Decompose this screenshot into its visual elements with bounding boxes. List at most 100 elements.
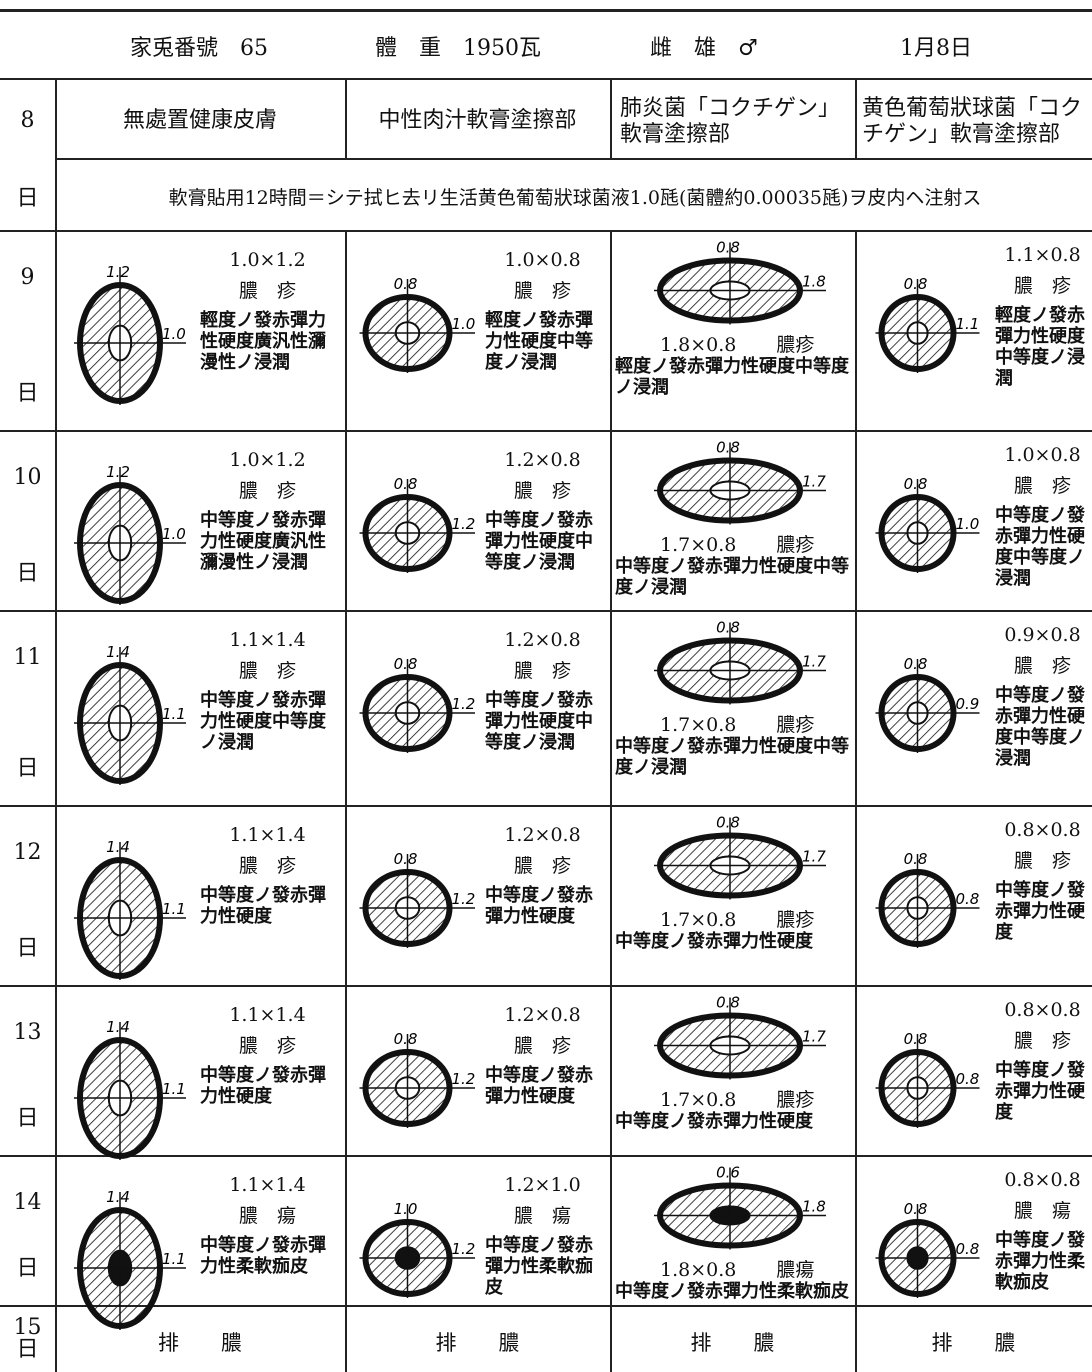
size: 0.8×0.8 xyxy=(1004,1169,1081,1191)
lesion-diagram: 0.8 1.0 xyxy=(875,475,980,573)
cell-text: 0.9×0.8 膿 疹中等度ノ發赤彈力性硬度中等度ノ浸潤 xyxy=(995,625,1090,770)
description: 中等度ノ發赤彈力性硬度 xyxy=(615,931,813,952)
cell: 1.4 1.1 1.1×1.4 膿 疹中等度ノ發赤彈力性硬度中等度ノ浸潤 xyxy=(55,610,345,805)
rule xyxy=(610,805,612,985)
cell-text: 1.2×1.0 膿 瘍中等度ノ發赤彈力性柔軟痂皮 xyxy=(485,1175,600,1299)
description: 中等度ノ發赤彈力性硬度 xyxy=(200,1065,326,1107)
horizontal-size: 0.8 xyxy=(956,890,980,908)
column-header: 中性肉汁軟膏塗擦部 xyxy=(378,108,577,133)
size-line: 1.7×0.8 膿疹 xyxy=(660,715,855,736)
cell: 0.8 1.1 1.1×0.8 膿 疹輕度ノ發赤彈力性硬度中等度ノ浸潤 xyxy=(855,230,1092,430)
size: 1.8×0.8 xyxy=(660,1259,737,1281)
horizontal-size: 1.0 xyxy=(162,325,186,343)
vertical-size: 0.8 xyxy=(904,1200,928,1218)
horizontal-size: 1.8 xyxy=(802,1198,826,1216)
day: 8 xyxy=(20,108,35,133)
rule xyxy=(610,1305,612,1372)
cell: 0.8 1.7 1.7×0.8 膿疹 中等度ノ發赤彈力性硬度 xyxy=(610,985,855,1155)
rule xyxy=(0,430,1092,432)
cell-text: 0.8×0.8 膿 疹中等度ノ發赤彈力性硬度 xyxy=(995,1000,1090,1124)
rule xyxy=(855,985,857,1155)
size: 1.8×0.8 xyxy=(660,334,737,356)
vertical-size: 1.4 xyxy=(106,643,130,661)
rule xyxy=(345,430,347,610)
cell-text: 1.1×1.4 膿 疹中等度ノ發赤彈力性硬度 xyxy=(200,825,335,928)
label: 膿 疹 xyxy=(1013,475,1071,497)
rule xyxy=(0,9,1092,12)
cell-text: 1.1×1.4 膿 疹中等度ノ發赤彈力性硬度 xyxy=(200,1005,335,1108)
size: 1.7×0.8 xyxy=(660,714,737,736)
size-line: 1.7×0.8 膿疹 xyxy=(660,535,855,556)
label: 膿 疹 xyxy=(238,480,296,502)
label: 膿 瘍 xyxy=(513,1205,571,1227)
description: 中等度ノ發赤彈力性柔軟痂皮 xyxy=(200,1235,326,1277)
size: 1.0×1.2 xyxy=(229,249,306,271)
cell: 0.6 1.8 1.8×0.8 膿瘍 中等度ノ發赤彈力性柔軟痂皮 xyxy=(610,1155,855,1305)
horizontal-size: 1.7 xyxy=(802,473,826,491)
vertical-size: 0.8 xyxy=(716,439,740,457)
rule xyxy=(0,610,1092,612)
rule xyxy=(610,230,612,430)
lesion-diagram: 0.8 1.7 xyxy=(654,814,826,900)
cell-text: 1.0×0.8 膿 疹中等度ノ發赤彈力性硬度中等度ノ浸潤 xyxy=(995,445,1090,590)
cell: 0.8 1.2 1.2×0.8 膿 疹中等度ノ發赤彈力性硬度中等度ノ浸潤 xyxy=(345,430,610,610)
day: 15 xyxy=(13,1315,42,1340)
cell-text: 1.2×0.8 膿 疹中等度ノ發赤彈力性硬度中等度ノ浸潤 xyxy=(485,450,600,574)
lesion-diagram: 0.8 1.2 xyxy=(359,850,475,948)
weight: 體 重 1950瓦 xyxy=(375,36,541,61)
lesion-diagram: 0.8 1.8 xyxy=(654,239,826,325)
size: 1.7×0.8 xyxy=(660,909,737,931)
cell-text: 1.2×0.8 膿 疹中等度ノ發赤彈力性硬度 xyxy=(485,825,600,928)
result: 排 膿 xyxy=(931,1331,1016,1355)
lesion-diagram: 0.8 1.1 xyxy=(875,275,980,373)
lesion-diagram: 1.4 1.1 xyxy=(74,1018,186,1160)
rule xyxy=(855,230,857,430)
column-header: 肺炎菌「コクチゲン」軟膏塗擦部 xyxy=(620,96,841,147)
day-unit: 日 xyxy=(16,1256,39,1281)
cell-text: 1.7×0.8 膿疹 中等度ノ發赤彈力性硬度中等度ノ浸潤 xyxy=(615,535,855,599)
lesion-diagram: 1.4 1.1 xyxy=(74,643,186,785)
horizontal-size: 1.1 xyxy=(162,1250,186,1268)
lesion-diagram: 0.8 0.9 xyxy=(875,655,980,753)
lesion-diagram: 1.4 1.1 xyxy=(74,1188,186,1330)
rule xyxy=(0,985,1092,987)
description: 中等度ノ發赤彈力性硬度中等度ノ浸潤 xyxy=(485,510,593,573)
day-unit: 日 xyxy=(16,756,39,781)
cell: 0.8 1.7 1.7×0.8 膿疹 中等度ノ發赤彈力性硬度 xyxy=(610,805,855,985)
rule xyxy=(855,1155,857,1305)
description: 中等度ノ發赤彈力性硬度中等度ノ浸潤 xyxy=(200,690,326,753)
rule xyxy=(610,1155,612,1305)
description: 中等度ノ發赤彈力性柔軟痂皮 xyxy=(995,1230,1085,1293)
horizontal-size: 1.7 xyxy=(802,1028,826,1046)
cell: 0.8 1.7 1.7×0.8 膿疹 中等度ノ發赤彈力性硬度中等度ノ浸潤 xyxy=(610,610,855,805)
description: 輕度ノ發赤彈力性硬度中等度ノ浸潤 xyxy=(485,310,593,373)
lesion-diagram: 0.8 1.7 xyxy=(654,439,826,525)
cell-text: 1.8×0.8 膿瘍 中等度ノ發赤彈力性柔軟痂皮 xyxy=(615,1259,855,1303)
label: 膿 瘍 xyxy=(238,1205,296,1227)
cell: 0.8 1.7 1.7×0.8 膿疹 中等度ノ發赤彈力性硬度中等度ノ浸潤 xyxy=(610,430,855,610)
size: 1.0×0.8 xyxy=(504,249,581,271)
day: 12 xyxy=(13,840,42,865)
size: 1.7×0.8 xyxy=(660,1089,737,1111)
size: 0.8×0.8 xyxy=(1004,819,1081,841)
horizontal-size: 1.2 xyxy=(452,1240,476,1258)
label: 膿疹 xyxy=(776,334,815,356)
column-header: 無處置健康皮膚 xyxy=(122,108,277,133)
vertical-size: 0.8 xyxy=(394,850,418,868)
label: 膿 疹 xyxy=(238,1035,296,1057)
lesion-diagram: 0.8 0.8 xyxy=(875,850,980,948)
description: 中等度ノ發赤彈力性硬度中等度ノ浸潤 xyxy=(615,736,849,778)
size: 1.1×0.8 xyxy=(1004,244,1081,266)
date: 1月8日 xyxy=(900,36,972,61)
cell-text: 1.8×0.8 膿疹 輕度ノ發赤彈力性硬度中等度ノ浸潤 xyxy=(615,334,855,399)
cell-text: 1.2×0.8 膿 疹中等度ノ發赤彈力性硬度 xyxy=(485,1005,600,1108)
cell: 0.8 0.8 0.8×0.8 膿 疹中等度ノ發赤彈力性硬度 xyxy=(855,805,1092,985)
day-unit: 日 xyxy=(16,186,39,211)
rule xyxy=(345,985,347,1155)
rule xyxy=(345,805,347,985)
horizontal-size: 1.1 xyxy=(162,1080,186,1098)
description: 輕度ノ發赤彈力性硬度中等度ノ浸潤 xyxy=(615,356,849,398)
description: 中等度ノ發赤彈力性柔軟痂皮 xyxy=(485,1235,593,1298)
cell-text: 0.8×0.8 膿 瘍中等度ノ發赤彈力性柔軟痂皮 xyxy=(995,1169,1090,1294)
